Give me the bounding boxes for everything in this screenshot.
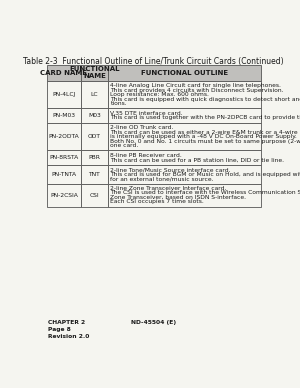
Polygon shape (47, 108, 81, 123)
Text: is internally equipped with a -48 V DC On-Board Power Supply.: is internally equipped with a -48 V DC O… (110, 134, 297, 139)
Text: Zone Transceiver, based on ISDN S-interface.: Zone Transceiver, based on ISDN S-interf… (110, 195, 247, 200)
Polygon shape (108, 184, 261, 207)
Text: This card provides 4 circuits with Disconnect Supervision.: This card provides 4 circuits with Disco… (110, 88, 284, 93)
Polygon shape (81, 165, 108, 184)
Text: PBR: PBR (88, 155, 101, 160)
Text: CSI: CSI (90, 193, 99, 198)
Text: PN-8RSTA: PN-8RSTA (49, 155, 79, 160)
Polygon shape (108, 151, 261, 165)
Polygon shape (81, 65, 108, 81)
Text: Both No. 0 and No. 1 circuits must be set to same purpose (2-wire or 4-wire) in: Both No. 0 and No. 1 circuits must be se… (110, 139, 300, 144)
Text: This card can be used for a PB station line, DID or tie line.: This card can be used for a PB station l… (110, 158, 284, 162)
Text: for an external tone/music source.: for an external tone/music source. (110, 176, 214, 181)
Polygon shape (81, 108, 108, 123)
Polygon shape (108, 165, 261, 184)
Polygon shape (47, 184, 81, 207)
Text: This card is used for BGM or Music on Hold, and is equipped with two interface: This card is used for BGM or Music on Ho… (110, 171, 300, 177)
Text: 4-line Analog Line Circuit card for single line telephones.: 4-line Analog Line Circuit card for sing… (110, 83, 281, 88)
Text: This card is equipped with quick diagnostics to detect short and open line condi: This card is equipped with quick diagnos… (110, 97, 300, 102)
Text: TNT: TNT (88, 171, 100, 177)
Text: PN-2CSIA: PN-2CSIA (50, 193, 78, 198)
Polygon shape (108, 123, 261, 151)
Polygon shape (81, 151, 108, 165)
Text: tions.: tions. (110, 101, 127, 106)
Polygon shape (81, 184, 108, 207)
Text: This card can be used as either a 2-wire E&M trunk or a 4-wire E&M trunk, and: This card can be used as either a 2-wire… (110, 130, 300, 135)
Text: PN-TNTA: PN-TNTA (51, 171, 76, 177)
Text: Each CSI occupies 7 time slots.: Each CSI occupies 7 time slots. (110, 199, 204, 204)
Polygon shape (81, 81, 108, 108)
Text: 2-line Tone/Music Source interface card.: 2-line Tone/Music Source interface card. (110, 167, 231, 172)
Polygon shape (47, 165, 81, 184)
Text: V.35 DTE interface card.: V.35 DTE interface card. (110, 111, 183, 116)
Polygon shape (47, 123, 81, 151)
Text: ODT: ODT (88, 134, 101, 139)
Polygon shape (108, 65, 261, 81)
Polygon shape (47, 65, 81, 81)
Text: PN-M03: PN-M03 (52, 113, 75, 118)
Text: 2-line OD Trunk card.: 2-line OD Trunk card. (110, 125, 174, 130)
Text: PN-2ODTA: PN-2ODTA (49, 134, 79, 139)
Text: The CSI is used to interface with the Wireless Communication System to the: The CSI is used to interface with the Wi… (110, 191, 300, 196)
Text: ND-45504 (E): ND-45504 (E) (131, 320, 176, 325)
Polygon shape (108, 81, 261, 108)
Text: CARD NAME: CARD NAME (40, 70, 87, 76)
Text: FUNCTIONAL OUTLINE: FUNCTIONAL OUTLINE (141, 70, 228, 76)
Text: one card.: one card. (110, 143, 139, 148)
Text: 8-line PB Receiver card.: 8-line PB Receiver card. (110, 153, 182, 158)
Text: CHAPTER 2
Page 8
Revision 2.0: CHAPTER 2 Page 8 Revision 2.0 (48, 320, 90, 339)
Polygon shape (47, 151, 81, 165)
Text: This card is used together with the PN-2DPCB card to provide the V.35 interface.: This card is used together with the PN-2… (110, 115, 300, 120)
Polygon shape (108, 108, 261, 123)
Text: LC: LC (91, 92, 98, 97)
Text: 2-line Zone Transceiver Interface card.: 2-line Zone Transceiver Interface card. (110, 186, 227, 191)
Polygon shape (81, 123, 108, 151)
Text: Loop resistance: Max. 600 ohms.: Loop resistance: Max. 600 ohms. (110, 92, 209, 97)
Text: FUNCTIONAL
NAME: FUNCTIONAL NAME (69, 66, 120, 80)
Text: PN-4LCJ: PN-4LCJ (52, 92, 76, 97)
Polygon shape (47, 81, 81, 108)
Text: M03: M03 (88, 113, 101, 118)
Text: Table 2-3  Functional Outline of Line/Trunk Circuit Cards (Continued): Table 2-3 Functional Outline of Line/Tru… (23, 57, 284, 66)
